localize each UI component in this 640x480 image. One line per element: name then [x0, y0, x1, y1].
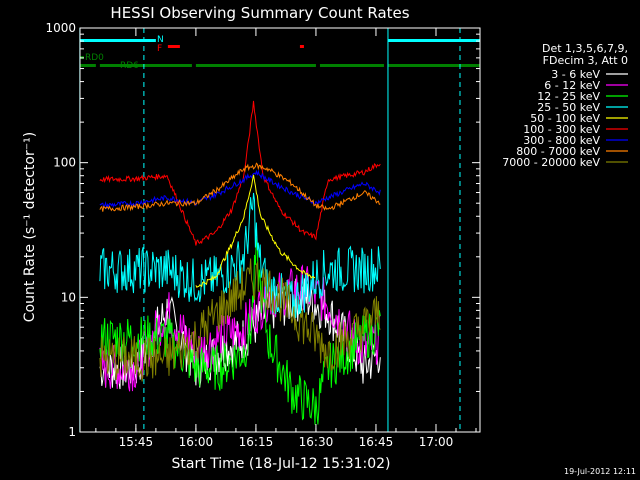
- y-tick-label: 1000: [45, 21, 76, 35]
- series-line-5: [99, 100, 381, 246]
- legend-label-7: 800 - 7000 keV: [516, 145, 600, 158]
- series-line-1: [99, 264, 381, 392]
- legend: Det 1,3,5,6,7,9,FDecim 3, Att 03 - 6 keV…: [502, 42, 628, 169]
- series-line-6: [99, 169, 381, 210]
- flag-rd6-bar-3: [319, 64, 384, 67]
- legend-label-8: 7000 - 20000 keV: [502, 156, 600, 169]
- flag-rd6-bar-4: [387, 64, 480, 67]
- x-axis-ticks: 15:45 16:00 16:15 16:30 16:45 17:00: [95, 28, 477, 449]
- legend-label-4: 50 - 100 keV: [530, 112, 600, 125]
- y-tick-label: 100: [53, 156, 76, 170]
- flag-label-rd0: RD0: [85, 53, 104, 63]
- flag-n-bar-0: [79, 39, 156, 42]
- series-line-3: [99, 192, 381, 318]
- x-tick-label: 16:45: [359, 435, 394, 449]
- flag-f-bar-1: [299, 45, 304, 48]
- x-axis-label: Start Time (18-Jul-12 15:31:02): [171, 456, 390, 472]
- x-tick-label: 16:15: [239, 435, 274, 449]
- legend-label-0: 3 - 6 keV: [551, 68, 600, 81]
- flag-rd6-bar-2: [195, 64, 316, 67]
- y-tick-label: 10: [61, 290, 76, 304]
- x-tick-label: 16:30: [299, 435, 334, 449]
- flag-f-bar-0: [167, 45, 180, 48]
- legend-header-line: FDecim 3, Att 0: [543, 54, 628, 67]
- y-tick-label: 1: [68, 425, 76, 439]
- legend-label-2: 12 - 25 keV: [537, 90, 600, 103]
- legend-label-5: 100 - 300 keV: [523, 123, 600, 136]
- flag-label-f: F: [157, 44, 162, 54]
- series-lines: [99, 100, 381, 425]
- flag-rd6-bar-0: [79, 64, 96, 67]
- footer-timestamp: 19-Jul-2012 12:11: [564, 467, 636, 476]
- y-axis-ticks: 1 10 100 1000: [45, 21, 480, 439]
- flag-label-rd6: RD6: [120, 61, 139, 71]
- legend-header-line: Det 1,3,5,6,7,9,: [542, 42, 628, 55]
- series-line-2: [99, 237, 381, 425]
- flag-bars: NF RD0 RD6: [79, 35, 480, 71]
- x-tick-label: 15:45: [119, 435, 154, 449]
- flag-label-n: N: [157, 35, 164, 45]
- series-line-4: [195, 174, 316, 289]
- series-line-8: [99, 258, 381, 382]
- chart-title: HESSI Observing Summary Count Rates: [110, 4, 409, 22]
- legend-label-3: 25 - 50 keV: [537, 101, 600, 114]
- flag-n-bar-1: [387, 39, 480, 42]
- y-axis-label: Count Rate (s⁻¹ detector⁻¹): [22, 132, 38, 322]
- x-tick-label: 16:00: [179, 435, 214, 449]
- legend-label-1: 6 - 12 keV: [544, 79, 600, 92]
- series-line-7: [99, 162, 381, 212]
- plot-frame: [79, 27, 481, 433]
- x-tick-label: 17:00: [419, 435, 454, 449]
- flag-rd6-bar-1: [99, 64, 192, 67]
- legend-label-6: 300 - 800 keV: [523, 134, 600, 147]
